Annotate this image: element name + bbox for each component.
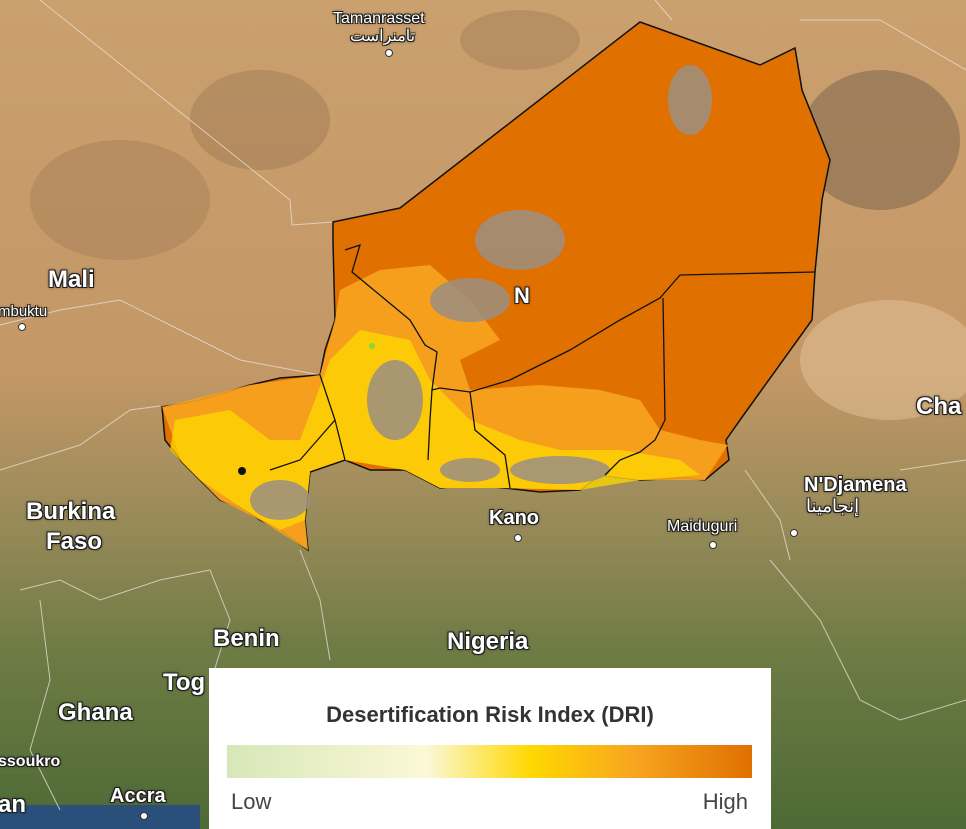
niger-region-boundaries	[269, 243, 816, 489]
legend-color-ramp	[227, 745, 752, 778]
terrain-dark-patch	[460, 10, 580, 70]
dri-legend: Desertification Risk Index (DRI) Low Hig…	[209, 668, 771, 829]
label-chad-partial: Cha	[916, 393, 962, 420]
label-niger-partial: N	[514, 283, 530, 308]
terrain-dark-patch	[30, 140, 210, 260]
city-dot-kano	[514, 534, 522, 542]
label-accra: Accra	[110, 785, 166, 807]
label-kano: Kano	[489, 507, 539, 529]
label-togo-partial: Tog	[163, 669, 206, 696]
label-nigeria: Nigeria	[447, 628, 529, 655]
city-dot-timbuktu	[18, 323, 26, 331]
city-dot-accra	[140, 812, 148, 820]
city-dot-ndjamena	[790, 529, 798, 537]
city-dot-maiduguri	[709, 541, 717, 549]
label-tamanrasset: Tamanrasset	[333, 10, 425, 27]
location-marker	[238, 467, 246, 475]
legend-title: Desertification Risk Index (DRI)	[326, 702, 654, 727]
terrain-light-patch	[800, 300, 966, 420]
terrain-dark-patch	[190, 70, 330, 170]
label-burkina-faso-line2: Faso	[46, 528, 103, 555]
label-mali: Mali	[48, 266, 95, 293]
legend-high-label: High	[702, 789, 748, 814]
label-ghana: Ghana	[58, 699, 133, 726]
label-maiduguri: Maiduguri	[667, 518, 738, 535]
label-abidjan-partial: an	[0, 791, 27, 818]
country-borders	[0, 0, 966, 811]
label-burkina-faso-line1: Burkina	[26, 498, 116, 525]
terrain-dark-patch	[800, 70, 960, 210]
legend-low-label: Low	[231, 789, 272, 814]
label-ndjamena: N'Djamena	[804, 474, 907, 496]
label-ndjamena-arabic: إنجامينا	[806, 496, 860, 516]
label-tamanrasset-arabic: تامنراست	[350, 28, 416, 45]
label-timbuktu: mbuktu	[0, 303, 48, 320]
label-yamoussoukro-partial: ssoukro	[0, 753, 61, 770]
location-marker	[369, 343, 375, 349]
city-dot-tamanrasset	[385, 49, 393, 57]
ocean	[0, 805, 200, 829]
niger-no-data-patches	[250, 65, 712, 520]
label-benin: Benin	[213, 625, 280, 652]
